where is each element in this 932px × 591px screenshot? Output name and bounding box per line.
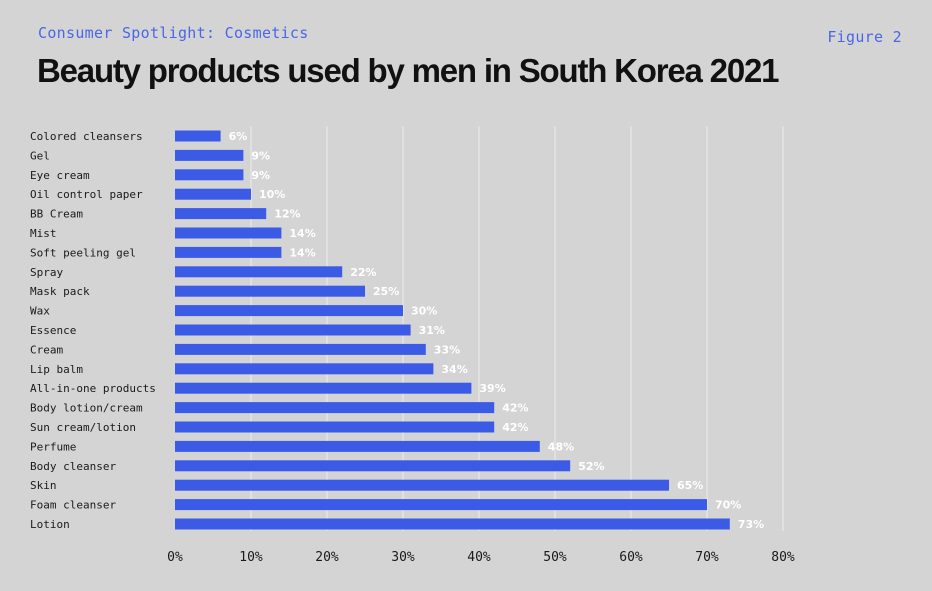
category-label: Spray bbox=[30, 266, 63, 279]
value-label: 25% bbox=[373, 285, 399, 298]
x-tick-label: 10% bbox=[239, 550, 263, 565]
category-label: Lip balm bbox=[30, 363, 83, 376]
category-label: Lotion bbox=[30, 518, 70, 531]
x-tick-label: 30% bbox=[391, 550, 415, 565]
category-label: Gel bbox=[30, 149, 50, 162]
category-label: Soft peeling gel bbox=[30, 246, 136, 259]
value-label: 6% bbox=[229, 130, 248, 143]
category-label: Skin bbox=[30, 479, 57, 492]
value-label: 9% bbox=[251, 149, 270, 162]
value-label: 12% bbox=[274, 208, 300, 221]
label-layer: Colored cleansers 6% Gel 9% Eye cream 9% Oil c… bbox=[30, 130, 764, 531]
value-label: 14% bbox=[289, 246, 315, 259]
bar-layer bbox=[175, 130, 730, 530]
bar bbox=[175, 382, 472, 394]
value-label: 30% bbox=[411, 305, 437, 318]
value-label: 39% bbox=[479, 382, 505, 395]
chart-kicker: Consumer Spotlight: Cosmetics bbox=[38, 24, 309, 42]
category-label: Body cleanser bbox=[30, 460, 116, 473]
value-label: 9% bbox=[251, 169, 270, 182]
tick-layer: 0% 10% 20% 30% 40% 50% 60% 70% 80% bbox=[167, 550, 795, 565]
bar bbox=[175, 343, 426, 355]
category-label: Body lotion/cream bbox=[30, 402, 143, 415]
bar bbox=[175, 130, 221, 142]
bar bbox=[175, 188, 251, 200]
category-label: Mask pack bbox=[30, 285, 90, 298]
bar bbox=[175, 479, 669, 491]
value-label: 65% bbox=[677, 479, 703, 492]
bar bbox=[175, 208, 267, 220]
x-tick-label: 40% bbox=[467, 550, 491, 565]
bar bbox=[175, 460, 571, 472]
value-label: 42% bbox=[502, 421, 528, 434]
value-label: 31% bbox=[419, 324, 445, 337]
category-label: All-in-one products bbox=[30, 382, 156, 395]
bar bbox=[175, 518, 730, 530]
category-label: Colored cleansers bbox=[30, 130, 143, 143]
bar bbox=[175, 227, 282, 239]
bar bbox=[175, 324, 411, 336]
bar bbox=[175, 363, 434, 375]
value-label: 73% bbox=[738, 518, 764, 531]
category-label: Cream bbox=[30, 343, 63, 356]
value-label: 10% bbox=[259, 188, 285, 201]
value-label: 52% bbox=[578, 460, 604, 473]
value-label: 14% bbox=[289, 227, 315, 240]
bar bbox=[175, 169, 244, 181]
category-label: Wax bbox=[30, 305, 50, 318]
x-tick-label: 80% bbox=[771, 550, 795, 565]
category-label: Foam cleanser bbox=[30, 499, 116, 512]
bar bbox=[175, 246, 282, 258]
category-label: Eye cream bbox=[30, 169, 90, 182]
x-tick-label: 60% bbox=[619, 550, 643, 565]
x-tick-label: 50% bbox=[543, 550, 567, 565]
value-label: 34% bbox=[441, 363, 467, 376]
category-label: Sun cream/lotion bbox=[30, 421, 136, 434]
chart-title: Beauty products used by men in South Kor… bbox=[37, 52, 779, 89]
figure-label: Figure 2 bbox=[827, 28, 902, 46]
bar bbox=[175, 440, 540, 452]
bar bbox=[175, 421, 495, 433]
bar bbox=[175, 285, 365, 297]
bar bbox=[175, 266, 343, 278]
x-tick-label: 0% bbox=[167, 550, 183, 565]
category-label: Oil control paper bbox=[30, 188, 143, 201]
x-tick-label: 70% bbox=[695, 550, 719, 565]
category-label: BB Cream bbox=[30, 208, 83, 221]
bar bbox=[175, 305, 403, 317]
bar bbox=[175, 402, 495, 414]
value-label: 48% bbox=[548, 440, 574, 453]
x-tick-label: 20% bbox=[315, 550, 339, 565]
value-label: 33% bbox=[434, 343, 460, 356]
value-label: 70% bbox=[715, 499, 741, 512]
category-label: Perfume bbox=[30, 440, 76, 453]
category-label: Mist bbox=[30, 227, 57, 240]
value-label: 22% bbox=[350, 266, 376, 279]
bar bbox=[175, 149, 244, 161]
category-label: Essence bbox=[30, 324, 76, 337]
bar bbox=[175, 499, 707, 511]
value-label: 42% bbox=[502, 402, 528, 415]
